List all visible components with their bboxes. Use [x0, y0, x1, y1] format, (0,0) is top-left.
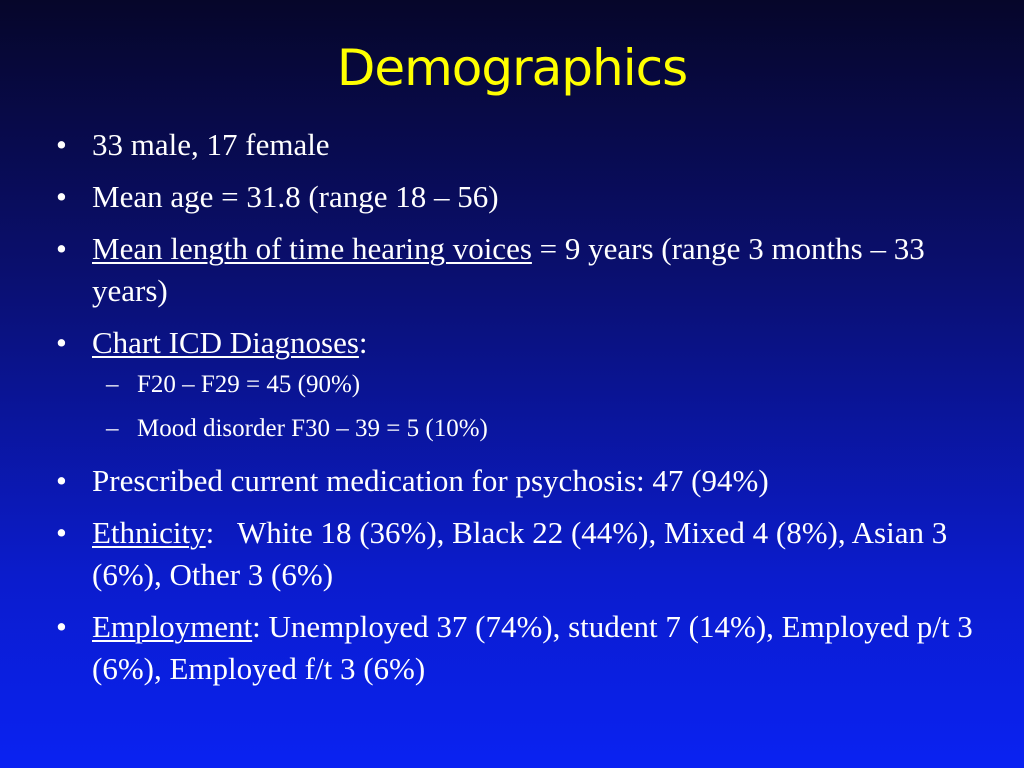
sub-bullet-text: F20 – F29 = 45 (90%) — [137, 371, 361, 398]
bullet-text: Prescribed current medication for psycho… — [92, 463, 769, 498]
bullet-label: Mean length of time hearing voices — [92, 231, 532, 266]
sub-bullet-mood-disorder: – Mood disorder F30 – 39 = 5 (10%) — [0, 412, 1024, 446]
bullet-label: Employment — [92, 609, 253, 644]
bullet-list: • 33 male, 17 female • Mean age = 31.8 (… — [0, 124, 1024, 700]
bullet-marker: • — [56, 463, 67, 498]
bullet-medication: • Prescribed current medication for psyc… — [0, 460, 1024, 502]
bullet-mean-age: • Mean age = 31.8 (range 18 – 56) — [0, 176, 1024, 218]
sub-bullet-marker: – — [106, 415, 119, 442]
bullet-text: : Unemployed 37 (74%), student 7 (14%), … — [92, 609, 973, 686]
bullet-text: 33 male, 17 female — [92, 127, 330, 162]
bullet-marker: • — [56, 515, 67, 550]
bullet-ethnicity: • Ethnicity: White 18 (36%), Black 22 (4… — [0, 512, 1024, 596]
bullet-marker: • — [56, 325, 67, 360]
bullet-employment: • Employment: Unemployed 37 (74%), stude… — [0, 606, 1024, 690]
bullet-marker: • — [56, 179, 67, 214]
bullet-text: : White 18 (36%), Black 22 (44%), Mixed … — [92, 515, 955, 592]
bullet-hearing-voices: • Mean length of time hearing voices = 9… — [0, 228, 1024, 312]
sub-bullet-text: Mood disorder F30 – 39 = 5 (10%) — [137, 415, 488, 442]
bullet-text: = 9 years (range 3 months – 33 years) — [92, 231, 925, 308]
bullet-marker: • — [56, 127, 67, 162]
bullet-gender: • 33 male, 17 female — [0, 124, 1024, 166]
bullet-text: : — [358, 325, 368, 360]
bullet-text: Mean age = 31.8 (range 18 – 56) — [92, 179, 499, 214]
sub-bullet-f20: – F20 – F29 = 45 (90%) — [0, 368, 1024, 402]
sub-bullet-marker: – — [106, 371, 119, 398]
bullet-marker: • — [56, 609, 67, 644]
bullet-marker: • — [56, 231, 67, 266]
slide-title: Demographics — [336, 39, 688, 97]
bullet-label: Chart ICD Diagnoses — [92, 325, 359, 360]
bullet-icd-diagnoses: • Chart ICD Diagnoses: — [0, 322, 1024, 364]
bullet-label: Ethnicity — [92, 515, 206, 550]
